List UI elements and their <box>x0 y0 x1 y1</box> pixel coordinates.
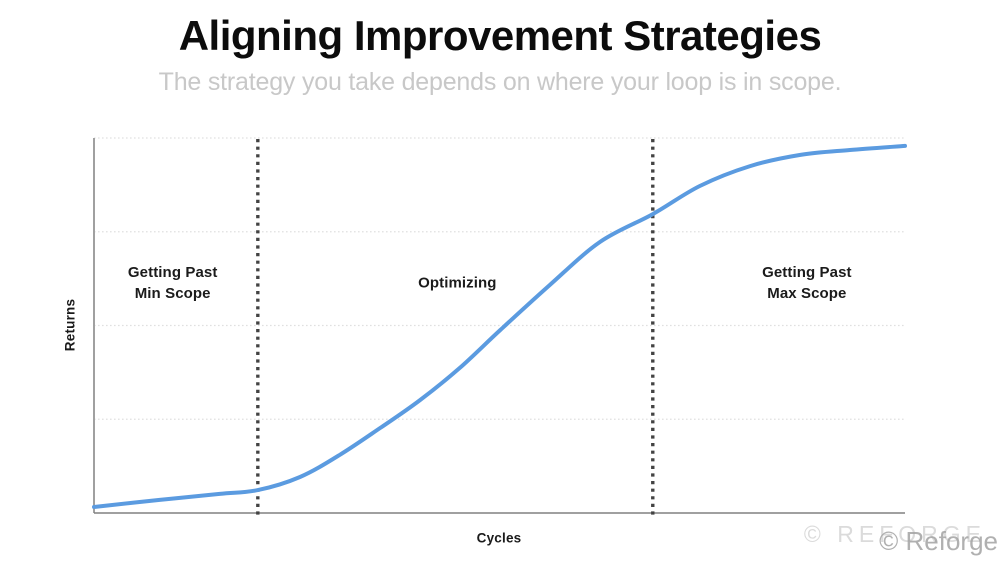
region-label-2: Getting Past Max Scope <box>762 264 852 303</box>
page-title: Aligning Improvement Strategies <box>178 12 822 59</box>
watermark-reforge: © Reforge <box>879 526 998 556</box>
region-label-0: Getting Past Min Scope <box>127 264 218 303</box>
y-axis-label: Returns <box>62 298 78 352</box>
page-subtitle: The strategy you take depends on where y… <box>158 68 842 96</box>
returns-s-curve <box>92 143 907 509</box>
region-label-1: Optimizing <box>418 274 497 292</box>
x-axis-label: Cycles <box>476 530 522 546</box>
watermark-reforge-spaced: © REFORGE <box>803 521 986 547</box>
